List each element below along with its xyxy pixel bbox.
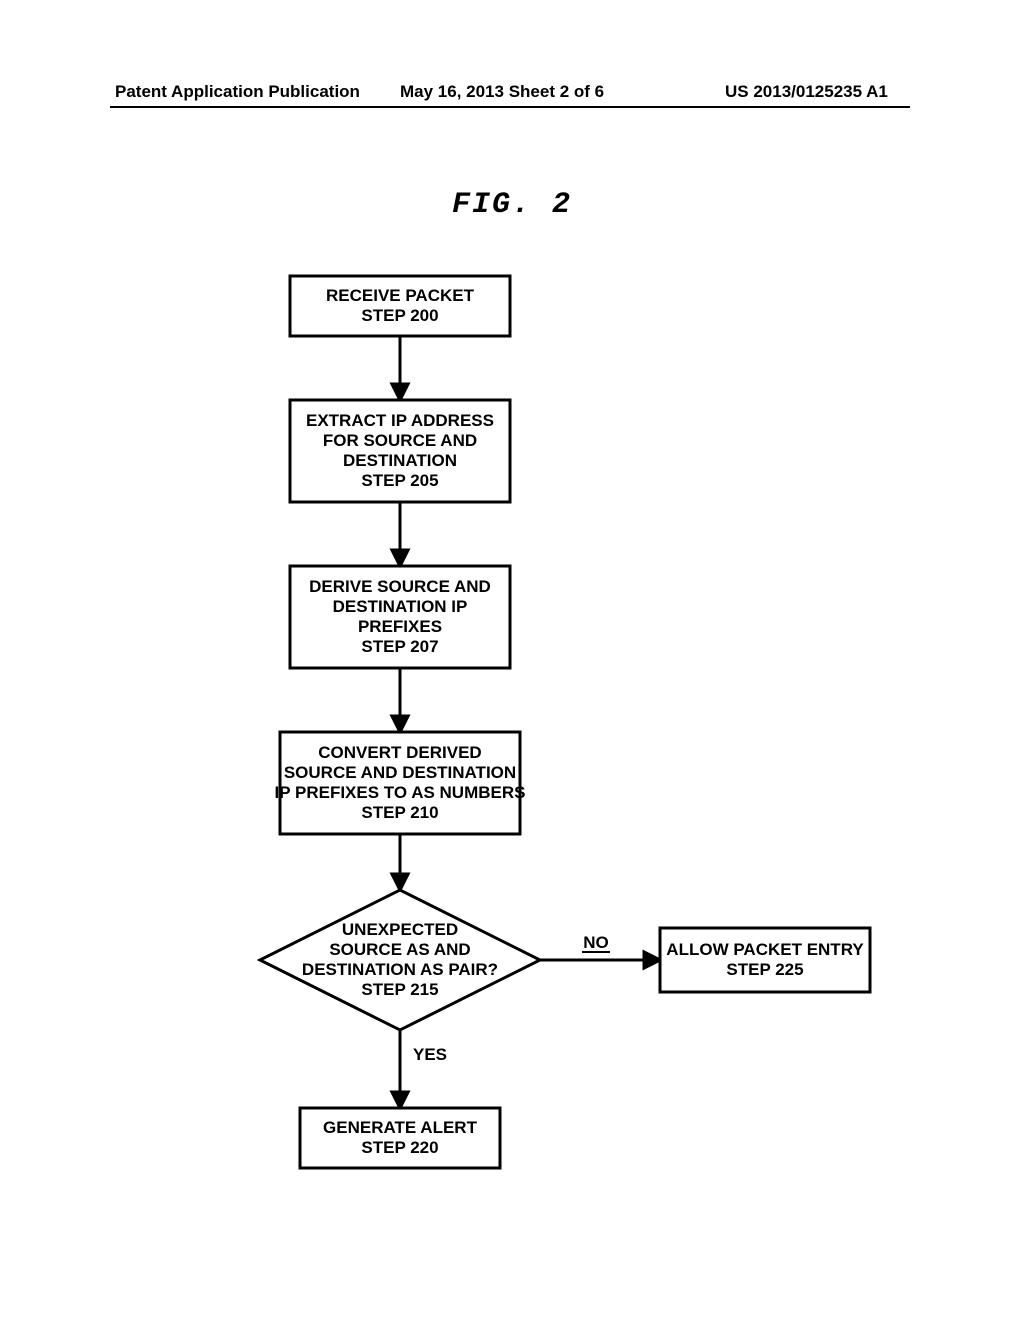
node-text: STEP 215 (361, 980, 438, 999)
node-text: DESTINATION IP (333, 597, 468, 616)
node-text: PREFIXES (358, 617, 442, 636)
edge-label: YES (413, 1045, 447, 1064)
flowchart: NO YES RECEIVE PACKETSTEP 200 EXTRACT IP AD… (0, 0, 1024, 1320)
node-text: STEP 207 (361, 637, 438, 656)
node-text: DESTINATION AS PAIR? (302, 960, 498, 979)
node-text: FOR SOURCE AND (323, 431, 477, 450)
node-text: RECEIVE PACKET (326, 286, 475, 305)
node-text: CONVERT DERIVED (318, 743, 481, 762)
node-text: GENERATE ALERT (323, 1118, 478, 1137)
node-text: STEP 205 (361, 471, 438, 490)
node-text: DERIVE SOURCE AND (309, 577, 491, 596)
node-text: STEP 200 (361, 306, 438, 325)
node-text: SOURCE AS AND (329, 940, 470, 959)
node-text: EXTRACT IP ADDRESS (306, 411, 494, 430)
node-text: UNEXPECTED (342, 920, 458, 939)
page: Patent Application Publication May 16, 2… (0, 0, 1024, 1320)
node-text: SOURCE AND DESTINATION (284, 763, 516, 782)
node-text: IP PREFIXES TO AS NUMBERS (275, 783, 526, 802)
edge-label: NO (583, 933, 609, 952)
node-text: DESTINATION (343, 451, 457, 470)
node-text: ALLOW PACKET ENTRY (666, 940, 864, 959)
node-text: STEP 210 (361, 803, 438, 822)
node-text: STEP 220 (361, 1138, 438, 1157)
node-text: STEP 225 (726, 960, 803, 979)
